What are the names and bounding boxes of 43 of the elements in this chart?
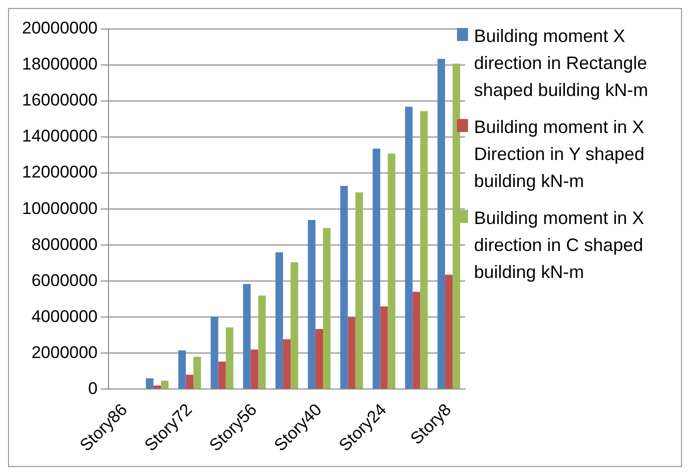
legend-label: Building moment in X Direction in Y shaped building kN-m: [474, 116, 646, 193]
y-tick-label: 8000000: [31, 234, 98, 254]
y-tick-label: 4000000: [31, 306, 98, 326]
bar: [380, 306, 388, 389]
bar: [193, 356, 201, 389]
bar: [243, 284, 251, 389]
bar: [186, 374, 194, 389]
bar: [372, 148, 380, 389]
bar: [437, 58, 446, 389]
bar: [210, 316, 218, 389]
bar: [146, 378, 154, 389]
bar: [348, 317, 356, 389]
legend-label: Building moment X direction in Rectangle shaped building kN-m: [474, 25, 650, 102]
y-tick-label: 12000000: [22, 162, 98, 182]
y-tick-label: 10000000: [22, 198, 98, 218]
bar: [218, 362, 226, 389]
bar: [355, 192, 363, 389]
bar: [308, 220, 316, 389]
bar: [250, 350, 258, 389]
y-tick-label: 6000000: [31, 270, 98, 290]
bar: [405, 106, 413, 389]
bar: [258, 296, 266, 389]
bar: [153, 386, 162, 389]
bar: [322, 228, 331, 389]
y-tick-label: 14000000: [22, 126, 98, 146]
bar: [290, 262, 298, 389]
bar: [315, 329, 323, 389]
y-tick-label: 0: [88, 378, 98, 398]
bar: [340, 186, 348, 389]
y-tick-label: 18000000: [22, 54, 98, 74]
bar: [283, 339, 291, 389]
bar: [412, 292, 420, 389]
bar: [226, 327, 234, 389]
bar: [388, 154, 396, 389]
y-tick-label: 20000000: [22, 18, 98, 38]
bar: [275, 252, 284, 389]
bar: [420, 111, 428, 389]
bar: [161, 380, 169, 389]
bar: [445, 274, 453, 389]
bar: [178, 350, 186, 389]
y-tick-label: 16000000: [22, 90, 98, 110]
y-tick-label: 2000000: [31, 342, 98, 362]
legend-label: Building moment in X direction in C shaped building kN-m: [474, 207, 646, 284]
